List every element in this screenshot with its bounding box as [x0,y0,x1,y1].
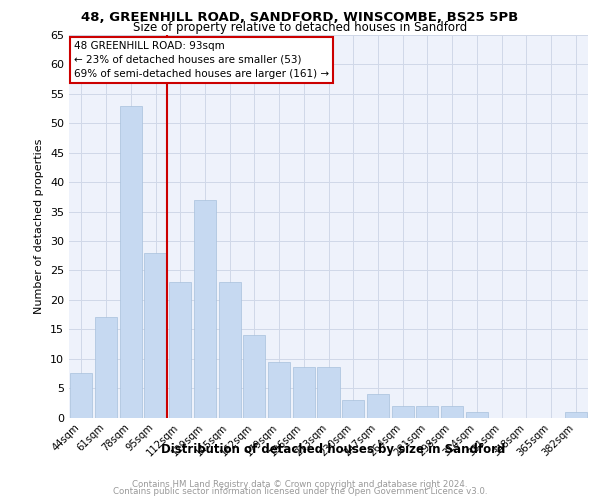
Bar [145,252,167,418]
Text: 48 GREENHILL ROAD: 93sqm
← 23% of detached houses are smaller (53)
69% of semi-d: 48 GREENHILL ROAD: 93sqm ← 23% of detach… [74,40,329,78]
Bar [70,374,92,418]
Bar [268,362,290,418]
Bar [565,412,587,418]
Y-axis label: Number of detached properties: Number of detached properties [34,138,44,314]
Bar [466,412,488,418]
Text: Contains public sector information licensed under the Open Government Licence v3: Contains public sector information licen… [113,487,487,496]
Bar [293,368,315,418]
Text: Distribution of detached houses by size in Sandford: Distribution of detached houses by size … [161,442,505,456]
Bar [441,406,463,417]
Bar [243,335,265,417]
Bar [95,318,117,418]
Bar [392,406,414,417]
Bar [416,406,439,417]
Text: Contains HM Land Registry data © Crown copyright and database right 2024.: Contains HM Land Registry data © Crown c… [132,480,468,489]
Bar [317,368,340,418]
Bar [194,200,216,418]
Text: Size of property relative to detached houses in Sandford: Size of property relative to detached ho… [133,22,467,35]
Text: 48, GREENHILL ROAD, SANDFORD, WINSCOMBE, BS25 5PB: 48, GREENHILL ROAD, SANDFORD, WINSCOMBE,… [82,11,518,24]
Bar [218,282,241,418]
Bar [169,282,191,418]
Bar [342,400,364,417]
Bar [367,394,389,417]
Bar [119,106,142,418]
